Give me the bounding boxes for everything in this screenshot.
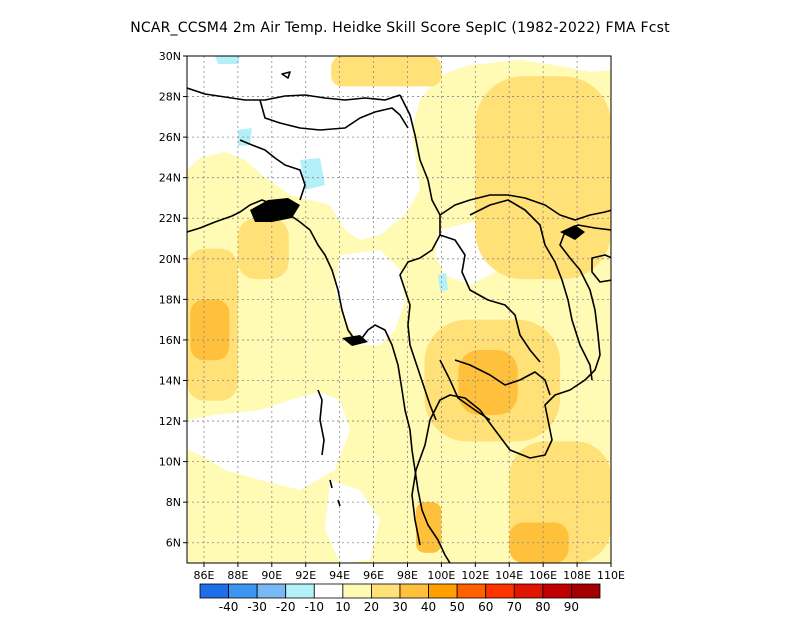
region-bay-of-bengal-north bbox=[238, 218, 289, 279]
y-tick-label: 20N bbox=[159, 253, 181, 266]
colorbar-label: 40 bbox=[421, 600, 436, 614]
x-tick-label: 86E bbox=[193, 569, 214, 582]
region-bay-of-bengal-west-core bbox=[190, 299, 229, 360]
x-tick-label: 102E bbox=[461, 569, 489, 582]
colorbar-swatch bbox=[486, 584, 515, 598]
y-tick-label: 22N bbox=[159, 212, 181, 225]
x-tick-label: 110E bbox=[597, 569, 625, 582]
region-tibet-top bbox=[331, 56, 441, 86]
colorbar-swatch bbox=[571, 584, 600, 598]
y-axis-ticks: 30N 28N 26N 24N 22N 20N 18N 16N 14N 12N 10N 8N 6N bbox=[159, 50, 187, 550]
colorbar: -40 -30 -20 -10 10 20 30 40 50 60 70 80 90 bbox=[200, 584, 600, 614]
x-tick-label: 94E bbox=[329, 569, 350, 582]
skill-score-map: 86E 88E 90E 92E 94E 96E 98E 100E 102E 104E 106E 108… bbox=[0, 0, 800, 618]
x-tick-label: 108E bbox=[563, 569, 591, 582]
colorbar-swatch bbox=[514, 584, 543, 598]
y-tick-label: 6N bbox=[166, 537, 181, 550]
colorbar-label: -40 bbox=[219, 600, 239, 614]
x-tick-label: 90E bbox=[261, 569, 282, 582]
colorbar-swatch bbox=[371, 584, 400, 598]
y-tick-label: 30N bbox=[159, 50, 181, 63]
colorbar-label: 50 bbox=[450, 600, 465, 614]
region-gulf-thailand-core bbox=[416, 502, 441, 553]
y-tick-label: 14N bbox=[159, 374, 181, 387]
negative-skill-patch-2 bbox=[215, 56, 240, 64]
colorbar-label: -30 bbox=[247, 600, 267, 614]
x-tick-label: 96E bbox=[363, 569, 384, 582]
colorbar-label: 90 bbox=[564, 600, 579, 614]
colorbar-label: 60 bbox=[478, 600, 493, 614]
colorbar-swatch bbox=[400, 584, 429, 598]
colorbar-swatch bbox=[257, 584, 286, 598]
colorbar-label: -20 bbox=[276, 600, 296, 614]
colorbar-label: 80 bbox=[535, 600, 550, 614]
colorbar-swatch bbox=[429, 584, 458, 598]
colorbar-label: 30 bbox=[392, 600, 407, 614]
y-tick-label: 12N bbox=[159, 415, 181, 428]
y-tick-label: 8N bbox=[166, 496, 181, 509]
y-tick-label: 24N bbox=[159, 172, 181, 185]
x-tick-label: 92E bbox=[295, 569, 316, 582]
colorbar-label: 10 bbox=[335, 600, 350, 614]
colorbar-label: 70 bbox=[507, 600, 522, 614]
x-tick-label: 106E bbox=[529, 569, 557, 582]
y-tick-label: 26N bbox=[159, 131, 181, 144]
colorbar-swatch bbox=[343, 584, 372, 598]
y-tick-label: 10N bbox=[159, 456, 181, 469]
colorbar-swatch bbox=[543, 584, 572, 598]
y-tick-label: 18N bbox=[159, 293, 181, 306]
x-tick-label: 100E bbox=[427, 569, 455, 582]
y-tick-label: 28N bbox=[159, 91, 181, 104]
x-tick-label: 98E bbox=[397, 569, 418, 582]
colorbar-label: -10 bbox=[304, 600, 324, 614]
colorbar-swatch bbox=[229, 584, 258, 598]
colorbar-swatch bbox=[457, 584, 486, 598]
y-tick-label: 16N bbox=[159, 334, 181, 347]
x-axis-ticks: 86E 88E 90E 92E 94E 96E 98E 100E 102E 104E 106E 108… bbox=[193, 563, 625, 582]
colorbar-label: 20 bbox=[364, 600, 379, 614]
colorbar-swatch bbox=[200, 584, 229, 598]
colorbar-swatch bbox=[286, 584, 315, 598]
x-tick-label: 104E bbox=[495, 569, 523, 582]
colorbar-swatch bbox=[314, 584, 343, 598]
x-tick-label: 88E bbox=[227, 569, 248, 582]
